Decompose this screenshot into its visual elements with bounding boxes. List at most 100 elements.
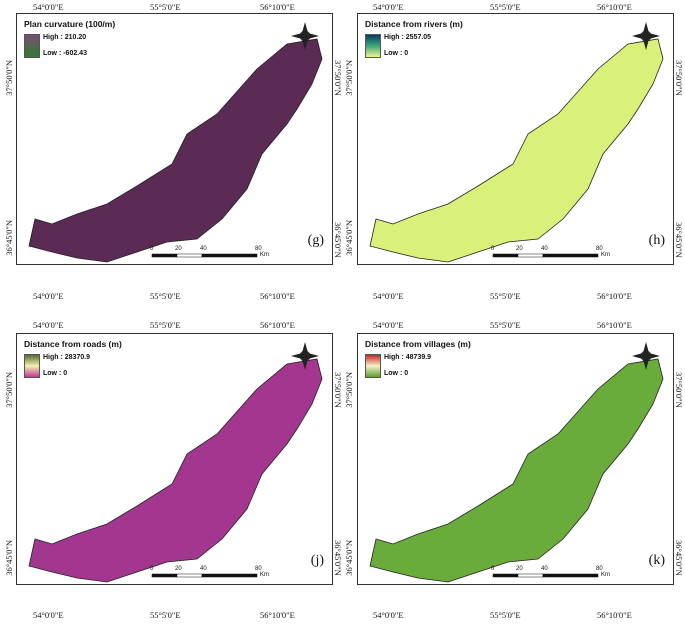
legend-low: Low : 0: [43, 370, 68, 377]
study-area-region: [369, 38, 664, 263]
north-arrow-icon: [291, 342, 319, 370]
scale-tick-label: 20: [175, 566, 182, 572]
region-map-j: [28, 342, 323, 583]
study-area-region: [28, 358, 323, 583]
lat-label-top: 37°50'0"N: [344, 60, 354, 96]
region-map-k: [369, 342, 664, 583]
scale-tick-label: 0: [491, 566, 495, 572]
lon-label-right-bottom: 56°10'0"E: [597, 291, 632, 301]
scale-unit-label: Km: [601, 572, 610, 578]
north-arrow-icon: [632, 342, 660, 370]
lon-label-left: 54°0'0"E: [33, 320, 64, 330]
lon-label-right-bottom: 56°10'0"E: [597, 610, 632, 620]
lat-label-bottom-right: 36°45'0"N: [333, 540, 343, 576]
legend-low: Low : 0: [384, 50, 409, 57]
legend-high: High : 28370.9: [43, 354, 91, 361]
panel-label: (g): [307, 233, 324, 248]
panel-title: Distance from rivers (m): [365, 19, 463, 29]
legend-gradient: [24, 34, 40, 58]
scale-tick-label: 20: [516, 246, 523, 252]
legend-low: Low : -602.43: [43, 50, 87, 57]
panel-label: (h): [648, 233, 665, 248]
lon-label-mid-bottom: 55°5'0"E: [490, 291, 521, 301]
lon-label-mid-bottom: 55°5'0"E: [150, 291, 181, 301]
lon-label-right: 56°10'0"E: [260, 2, 295, 12]
region-map-g: [28, 22, 323, 263]
lon-label-right: 56°10'0"E: [260, 320, 295, 330]
panel-title: Distance from roads (m): [24, 339, 122, 349]
north-arrow-icon: [632, 22, 660, 50]
lat-label-top-right: 37°50'0"N: [333, 372, 343, 408]
lat-label-bottom-right: 36°45'0"N: [333, 222, 343, 258]
scale-tick-label: 80: [255, 246, 262, 252]
lat-label-top: 37°50'0"N: [4, 372, 14, 408]
legend-gradient: [365, 354, 381, 378]
lon-label-mid: 55°5'0"E: [490, 320, 521, 330]
lon-label-left-bottom: 54°0'0"E: [33, 291, 64, 301]
study-area-region: [28, 38, 323, 263]
study-area-region: [369, 358, 664, 583]
legend-high: High : 210.20: [43, 34, 87, 41]
lon-label-right: 56°10'0"E: [597, 2, 632, 12]
legend-gradient: [365, 34, 381, 58]
scale-bar: [151, 253, 258, 258]
scale-tick-label: 0: [150, 566, 154, 572]
panel-title: Plan curvature (100/m): [24, 19, 116, 29]
north-arrow-icon: [291, 22, 319, 50]
lat-label-bottom: 36°45'0"N: [4, 220, 14, 256]
scale-tick-label: 80: [255, 566, 262, 572]
panel-title: Distance from villages (m): [365, 339, 471, 349]
map-panel-k: Distance from villages (m) High : 48739.…: [357, 333, 674, 585]
scale-tick-label: 40: [541, 246, 548, 252]
legend-low: Low : 0: [384, 370, 409, 377]
map-panel-h: Distance from rivers (m) High : 2557.05 …: [357, 13, 674, 265]
lon-label-mid: 55°5'0"E: [490, 2, 521, 12]
scale-tick-label: 20: [516, 566, 523, 572]
lon-label-left: 54°0'0"E: [33, 2, 64, 12]
lon-label-mid: 55°5'0"E: [150, 320, 181, 330]
lat-label-top: 37°50'0"N: [344, 372, 354, 408]
scale-tick-label: 20: [175, 246, 182, 252]
scale-unit-label: Km: [260, 252, 269, 258]
lat-label-top-right: 37°50'0"N: [333, 60, 343, 96]
lon-label-left-bottom: 54°0'0"E: [373, 291, 404, 301]
lon-label-left-bottom: 54°0'0"E: [373, 610, 404, 620]
lon-label-left: 54°0'0"E: [373, 2, 404, 12]
lat-label-bottom: 36°45'0"N: [344, 540, 354, 576]
scale-tick-label: 0: [150, 246, 154, 252]
scale-tick-label: 40: [200, 566, 207, 572]
lon-label-right-bottom: 56°10'0"E: [260, 291, 295, 301]
scale-unit-label: Km: [260, 572, 269, 578]
lon-label-left: 54°0'0"E: [373, 320, 404, 330]
scale-bar: [151, 573, 258, 578]
lon-label-left-bottom: 54°0'0"E: [33, 610, 64, 620]
scale-unit-label: Km: [601, 252, 610, 258]
scale-bar: [492, 253, 599, 258]
region-map-h: [369, 22, 664, 263]
lat-label-bottom-right: 36°45'0"N: [674, 540, 684, 576]
lon-label-right-bottom: 56°10'0"E: [260, 610, 295, 620]
lat-label-bottom: 36°45'0"N: [4, 540, 14, 576]
lat-label-top-right: 37°50'0"N: [674, 372, 684, 408]
legend-high: High : 48739.9: [384, 354, 432, 361]
map-panel-g: Plan curvature (100/m) High : 210.20 Low…: [16, 13, 333, 265]
lon-label-mid-bottom: 55°5'0"E: [490, 610, 521, 620]
scale-bar: [492, 573, 599, 578]
legend-gradient: [24, 354, 40, 378]
lon-label-mid-bottom: 55°5'0"E: [150, 610, 181, 620]
scale-tick-label: 40: [200, 246, 207, 252]
scale-tick-label: 40: [541, 566, 548, 572]
lon-label-mid: 55°5'0"E: [150, 2, 181, 12]
lon-label-right: 56°10'0"E: [597, 320, 632, 330]
panel-label: (k): [648, 553, 665, 568]
map-panel-j: Distance from roads (m) High : 28370.9 L…: [16, 333, 333, 585]
legend-high: High : 2557.05: [384, 34, 432, 41]
lat-label-top-right: 37°50'0"N: [674, 60, 684, 96]
lat-label-bottom-right: 36°45'0"N: [674, 222, 684, 258]
scale-tick-label: 80: [596, 566, 603, 572]
panel-label: (j): [310, 553, 324, 568]
lat-label-bottom: 36°45'0"N: [344, 220, 354, 256]
scale-tick-label: 80: [596, 246, 603, 252]
lat-label-top: 37°50'0"N: [4, 60, 14, 96]
scale-tick-label: 0: [491, 246, 495, 252]
